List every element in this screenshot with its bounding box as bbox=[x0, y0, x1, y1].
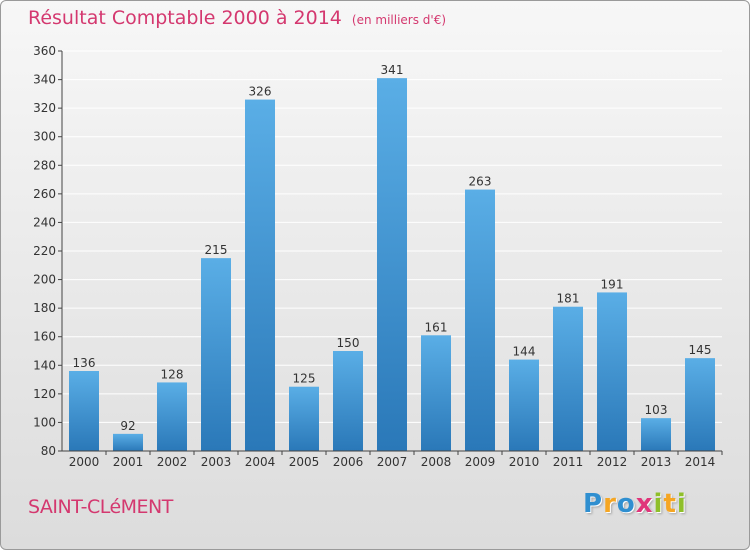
bar bbox=[685, 358, 715, 451]
logo-letter: r bbox=[603, 489, 617, 519]
logo-letter: x bbox=[635, 489, 654, 519]
y-tick-label: 200 bbox=[33, 273, 56, 287]
chart-title: Résultat Comptable 2000 à 2014 (en millie… bbox=[28, 7, 446, 29]
bar-value-label: 326 bbox=[249, 85, 272, 99]
x-tick-label: 2012 bbox=[597, 455, 628, 469]
bar-value-label: 125 bbox=[293, 372, 316, 386]
bar bbox=[465, 189, 495, 452]
x-tick-label: 2005 bbox=[289, 455, 320, 469]
logo-letter: i bbox=[653, 489, 664, 519]
labels: 80 100 120 140 160 180 200 220 240 260 280 300 320 34… bbox=[33, 44, 715, 469]
y-tick-label: 120 bbox=[33, 387, 56, 401]
x-tick-label: 2009 bbox=[465, 455, 496, 469]
bar-value-label: 341 bbox=[381, 63, 404, 77]
y-tick-label: 320 bbox=[33, 101, 56, 115]
y-tick-label: 360 bbox=[33, 44, 56, 58]
bar-value-label: 92 bbox=[120, 419, 135, 433]
x-tick-label: 2008 bbox=[421, 455, 452, 469]
y-tick-label: 180 bbox=[33, 301, 56, 315]
logo-letter: P bbox=[583, 489, 604, 519]
y-tick-label: 280 bbox=[33, 158, 56, 172]
y-tick-label: 80 bbox=[41, 444, 56, 458]
chart-title-unit: (en milliers d'€) bbox=[351, 13, 447, 27]
y-tick-label: 140 bbox=[33, 358, 56, 372]
y-tick-label: 160 bbox=[33, 330, 56, 344]
bar bbox=[113, 433, 143, 451]
bar bbox=[333, 351, 363, 451]
bar bbox=[553, 306, 583, 451]
bar-value-label: 161 bbox=[425, 320, 448, 334]
x-tick-label: 2002 bbox=[157, 455, 188, 469]
bar-value-label: 128 bbox=[161, 367, 184, 381]
bar bbox=[509, 359, 539, 451]
y-tick-label: 240 bbox=[33, 215, 56, 229]
bar-value-label: 103 bbox=[645, 403, 668, 417]
commune-name: SAINT-CLéMENT bbox=[28, 496, 173, 518]
y-tick-label: 100 bbox=[33, 415, 56, 429]
y-tick-label: 340 bbox=[33, 73, 56, 87]
x-tick-label: 2010 bbox=[509, 455, 540, 469]
bar bbox=[421, 335, 451, 451]
bar bbox=[69, 371, 99, 451]
logo-letter: t bbox=[663, 489, 677, 519]
proxiti-logo: Proxiti bbox=[583, 489, 687, 519]
y-tick-label: 260 bbox=[33, 187, 56, 201]
bar-value-label: 136 bbox=[73, 356, 96, 370]
bar-value-label: 150 bbox=[337, 336, 360, 350]
x-tick-label: 2004 bbox=[245, 455, 276, 469]
y-tick-label: 220 bbox=[33, 244, 56, 258]
axes bbox=[58, 50, 723, 455]
bar-value-label: 191 bbox=[601, 277, 624, 291]
y-tick-label: 300 bbox=[33, 130, 56, 144]
bar bbox=[245, 99, 275, 452]
bar bbox=[377, 78, 407, 452]
bar-value-label: 144 bbox=[513, 345, 536, 359]
x-tick-label: 2000 bbox=[69, 455, 100, 469]
chart-title-main: Résultat Comptable 2000 à 2014 bbox=[28, 7, 342, 29]
x-tick-label: 2007 bbox=[377, 455, 408, 469]
bar-value-label: 181 bbox=[557, 292, 580, 306]
x-tick-label: 2003 bbox=[201, 455, 232, 469]
bar-value-label: 263 bbox=[469, 175, 492, 189]
bar bbox=[289, 386, 319, 451]
x-tick-label: 2013 bbox=[641, 455, 672, 469]
logo-letter: o bbox=[616, 489, 636, 519]
bars bbox=[69, 78, 715, 452]
x-tick-label: 2014 bbox=[685, 455, 716, 469]
bar bbox=[157, 382, 187, 451]
bar bbox=[641, 418, 671, 451]
logo-letter: i bbox=[676, 489, 687, 519]
x-tick-label: 2001 bbox=[113, 455, 144, 469]
bar bbox=[597, 292, 627, 451]
x-tick-label: 2006 bbox=[333, 455, 364, 469]
bar-value-label: 215 bbox=[205, 243, 228, 257]
bar-value-label: 145 bbox=[689, 343, 712, 357]
bar bbox=[201, 258, 231, 451]
x-tick-label: 2011 bbox=[553, 455, 584, 469]
